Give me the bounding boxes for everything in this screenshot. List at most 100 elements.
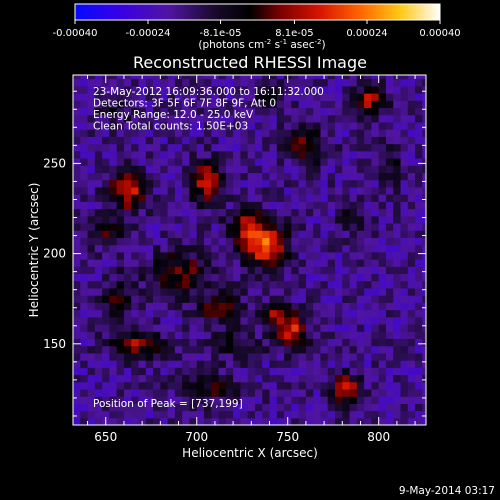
heatmap-cell <box>254 172 263 181</box>
heatmap-cell <box>138 374 147 383</box>
heatmap-cell <box>371 338 380 347</box>
heatmap-cell <box>269 157 278 166</box>
heatmap-cell <box>160 179 169 188</box>
heatmap-cell <box>298 215 307 224</box>
heatmap-cell <box>342 244 351 253</box>
heatmap-cell <box>305 287 314 296</box>
heatmap-cell <box>116 100 125 109</box>
heatmap-cell <box>204 121 212 130</box>
heatmap-cell <box>94 222 103 231</box>
heatmap-cell <box>291 215 300 224</box>
heatmap-cell <box>422 107 426 116</box>
heatmap-cell <box>240 222 249 231</box>
heatmap-cell <box>225 230 234 238</box>
heatmap-cell <box>109 417 118 425</box>
heatmap-cell <box>94 157 103 166</box>
heatmap-cell <box>233 280 241 289</box>
heatmap-cell <box>153 107 161 116</box>
heatmap-cell <box>407 201 416 210</box>
heatmap-cell <box>116 157 125 166</box>
heatmap-cell <box>218 388 227 397</box>
heatmap-cell <box>182 201 191 210</box>
annotation-line: Detectors: 3F 5F 6F 7F 8F 9F, Att 0 <box>93 98 276 110</box>
heatmap-cell <box>204 129 212 137</box>
heatmap-cell <box>167 287 176 296</box>
heatmap-cell <box>153 273 161 282</box>
heatmap-cell <box>225 165 234 174</box>
heatmap-cell <box>182 352 191 361</box>
heatmap-cell <box>262 150 271 159</box>
heatmap-cell <box>247 309 256 318</box>
heatmap-cell <box>378 374 387 383</box>
heatmap-cell <box>327 309 336 318</box>
heatmap-cell <box>378 172 387 181</box>
heatmap-cell <box>123 150 132 159</box>
heatmap-cell <box>153 309 161 318</box>
heatmap-cell <box>160 172 169 181</box>
heatmap-cell <box>131 75 140 80</box>
heatmap-cell <box>182 222 191 231</box>
heatmap-cell <box>422 417 426 425</box>
heatmap-cell <box>313 78 322 87</box>
heatmap-cell <box>145 165 154 174</box>
heatmap-cell <box>335 136 343 145</box>
heatmap-cell <box>240 143 249 152</box>
heatmap-cell <box>174 388 183 397</box>
heatmap-cell <box>298 280 307 289</box>
heatmap-cell <box>160 295 169 303</box>
heatmap-cell <box>204 367 212 376</box>
heatmap-cell <box>284 287 292 296</box>
heatmap-cell <box>160 266 169 275</box>
heatmap-cell <box>167 367 176 376</box>
heatmap-cell <box>364 179 373 188</box>
heatmap-cell <box>102 157 110 166</box>
heatmap-cell <box>422 172 426 181</box>
heatmap-cell <box>262 230 271 238</box>
heatmap-cell <box>153 222 161 231</box>
heatmap-cell <box>211 150 220 159</box>
heatmap-cell <box>313 331 322 340</box>
heatmap-cell <box>335 251 343 260</box>
heatmap-cell <box>240 93 249 101</box>
heatmap-cell <box>240 374 249 383</box>
heatmap-cell <box>167 100 176 109</box>
heatmap-cell <box>356 338 365 347</box>
heatmap-cell <box>145 201 154 210</box>
heatmap-cell <box>335 222 343 231</box>
heatmap-cell <box>400 287 409 296</box>
heatmap-cell <box>254 259 263 267</box>
heatmap-cell <box>262 78 271 87</box>
heatmap-cell <box>225 410 234 419</box>
heatmap-cell <box>364 100 373 109</box>
heatmap-cell <box>327 273 336 282</box>
heatmap-cell <box>364 396 373 404</box>
heatmap-cell <box>102 403 110 412</box>
heatmap-cell <box>182 345 191 354</box>
heatmap-cell <box>327 121 336 130</box>
heatmap-cell <box>182 150 191 159</box>
heatmap-cell <box>211 381 220 390</box>
heatmap-cell <box>298 410 307 419</box>
heatmap-cell <box>211 85 220 94</box>
heatmap-cell <box>356 259 365 267</box>
heatmap-cell <box>218 403 227 412</box>
heatmap-cell <box>415 230 423 238</box>
heatmap-cell <box>247 302 256 311</box>
heatmap-cell <box>80 114 89 123</box>
heatmap-cell <box>371 360 380 368</box>
heatmap-cell <box>327 381 336 390</box>
heatmap-cell <box>116 403 125 412</box>
heatmap-cell <box>313 93 322 101</box>
heatmap-cell <box>305 323 314 332</box>
heatmap-cell <box>131 230 140 238</box>
heatmap-cell <box>80 215 89 224</box>
heatmap-cell <box>196 143 205 152</box>
heatmap-cell <box>407 360 416 368</box>
heatmap-cell <box>349 165 358 174</box>
heatmap-cell <box>160 316 169 325</box>
heatmap-cell <box>327 345 336 354</box>
heatmap-cell <box>284 157 292 166</box>
heatmap-cell <box>356 403 365 412</box>
heatmap-cell <box>378 201 387 210</box>
heatmap-cell <box>145 179 154 188</box>
